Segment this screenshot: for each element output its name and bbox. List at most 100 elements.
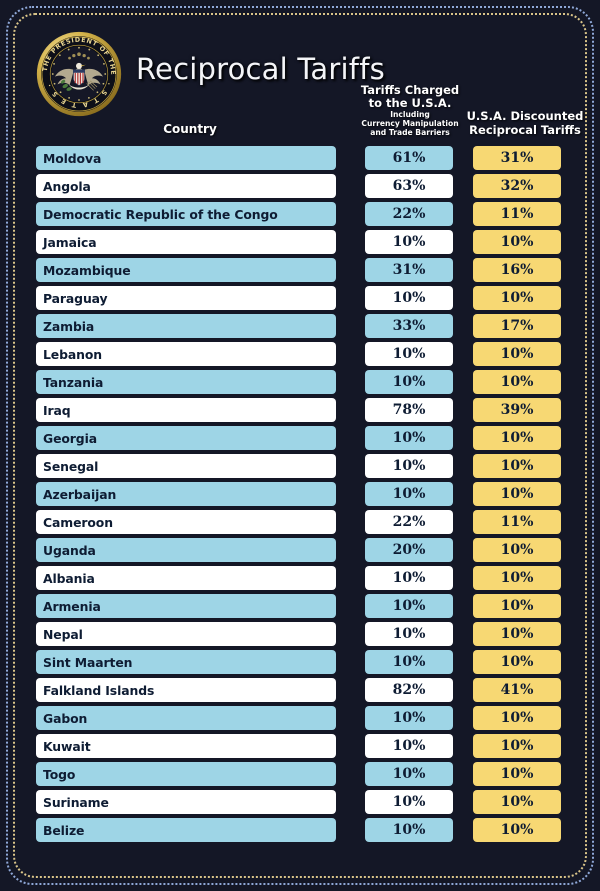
cell-tariff-charged: 10%: [365, 762, 453, 786]
column-header-tariffs-charged: Tariffs Charged to the U.S.A. Including …: [355, 83, 465, 138]
cell-country: Gabon: [36, 706, 336, 730]
cell-country: Uganda: [36, 538, 336, 562]
cell-country: Jamaica: [36, 230, 336, 254]
table-row: Uganda 20% 10%: [0, 537, 600, 565]
cell-tariff-charged: 10%: [365, 342, 453, 366]
charged-header-sub2: Currency Manipulation: [361, 119, 459, 128]
cell-tariff-charged: 22%: [365, 510, 453, 534]
cell-country: Tanzania: [36, 370, 336, 394]
cell-country: Azerbaijan: [36, 482, 336, 506]
discounted-header-line2: Reciprocal Tariffs: [469, 122, 581, 137]
table-row: Armenia 10% 10%: [0, 593, 600, 621]
cell-tariff-charged: 78%: [365, 398, 453, 422]
cell-discounted-tariff: 10%: [473, 706, 561, 730]
cell-tariff-charged: 20%: [365, 538, 453, 562]
cell-discounted-tariff: 10%: [473, 622, 561, 646]
cell-country: Democratic Republic of the Congo: [36, 202, 336, 226]
cell-country: Armenia: [36, 594, 336, 618]
table-row: Nepal 10% 10%: [0, 621, 600, 649]
table-row: Lebanon 10% 10%: [0, 341, 600, 369]
cell-country: Cameroon: [36, 510, 336, 534]
cell-discounted-tariff: 10%: [473, 482, 561, 506]
cell-discounted-tariff: 10%: [473, 594, 561, 618]
table-row: Togo 10% 10%: [0, 761, 600, 789]
table-row: Senegal 10% 10%: [0, 453, 600, 481]
cell-tariff-charged: 10%: [365, 594, 453, 618]
cell-discounted-tariff: 11%: [473, 510, 561, 534]
table-row: Angola 63% 32%: [0, 173, 600, 201]
cell-discounted-tariff: 10%: [473, 230, 561, 254]
cell-discounted-tariff: 17%: [473, 314, 561, 338]
table-row: Democratic Republic of the Congo 22% 11%: [0, 201, 600, 229]
cell-tariff-charged: 10%: [365, 230, 453, 254]
cell-tariff-charged: 10%: [365, 454, 453, 478]
table-row: Mozambique 31% 16%: [0, 257, 600, 285]
cell-discounted-tariff: 31%: [473, 146, 561, 170]
cell-tariff-charged: 82%: [365, 678, 453, 702]
charged-header-sub3: and Trade Barriers: [370, 128, 450, 137]
charged-header-line1: Tariffs Charged: [360, 83, 460, 97]
cell-discounted-tariff: 10%: [473, 454, 561, 478]
discounted-header-line1: U.S.A. Discounted: [466, 109, 584, 123]
cell-discounted-tariff: 10%: [473, 734, 561, 758]
table-row: Falkland Islands 82% 41%: [0, 677, 600, 705]
charged-header-sub1: Including: [390, 110, 430, 119]
table-row: Sint Maarten 10% 10%: [0, 649, 600, 677]
cell-tariff-charged: 61%: [365, 146, 453, 170]
cell-country: Iraq: [36, 398, 336, 422]
cell-discounted-tariff: 10%: [473, 650, 561, 674]
table-row: Paraguay 10% 10%: [0, 285, 600, 313]
table-row: Moldova 61% 31%: [0, 145, 600, 173]
table-row: Gabon 10% 10%: [0, 705, 600, 733]
cell-tariff-charged: 10%: [365, 818, 453, 842]
cell-country: Zambia: [36, 314, 336, 338]
tariffs-table: Moldova 61% 31% Angola 63% 32% Democratic Repu…: [0, 145, 600, 845]
table-row: Albania 10% 10%: [0, 565, 600, 593]
cell-tariff-charged: 10%: [365, 706, 453, 730]
table-row: Iraq 78% 39%: [0, 397, 600, 425]
cell-discounted-tariff: 16%: [473, 258, 561, 282]
cell-country: Kuwait: [36, 734, 336, 758]
cell-country: Belize: [36, 818, 336, 842]
cell-discounted-tariff: 10%: [473, 762, 561, 786]
cell-tariff-charged: 10%: [365, 734, 453, 758]
cell-tariff-charged: 10%: [365, 286, 453, 310]
cell-country: Mozambique: [36, 258, 336, 282]
table-row: Suriname 10% 10%: [0, 789, 600, 817]
cell-country: Nepal: [36, 622, 336, 646]
cell-discounted-tariff: 11%: [473, 202, 561, 226]
table-row: Belize 10% 10%: [0, 817, 600, 845]
cell-country: Sint Maarten: [36, 650, 336, 674]
cell-discounted-tariff: 10%: [473, 790, 561, 814]
cell-discounted-tariff: 10%: [473, 370, 561, 394]
cell-tariff-charged: 10%: [365, 790, 453, 814]
cell-tariff-charged: 10%: [365, 370, 453, 394]
cell-country: Falkland Islands: [36, 678, 336, 702]
cell-tariff-charged: 10%: [365, 650, 453, 674]
cell-country: Georgia: [36, 426, 336, 450]
column-header-country: Country: [163, 122, 217, 136]
cell-country: Moldova: [36, 146, 336, 170]
cell-tariff-charged: 33%: [365, 314, 453, 338]
cell-tariff-charged: 10%: [365, 482, 453, 506]
cell-tariff-charged: 31%: [365, 258, 453, 282]
cell-tariff-charged: 10%: [365, 566, 453, 590]
cell-discounted-tariff: 32%: [473, 174, 561, 198]
cell-discounted-tariff: 10%: [473, 342, 561, 366]
cell-discounted-tariff: 10%: [473, 566, 561, 590]
cell-country: Lebanon: [36, 342, 336, 366]
table-row: Zambia 33% 17%: [0, 313, 600, 341]
cell-discounted-tariff: 10%: [473, 538, 561, 562]
cell-tariff-charged: 63%: [365, 174, 453, 198]
charged-header-line2: to the U.S.A.: [368, 96, 452, 110]
table-row: Jamaica 10% 10%: [0, 229, 600, 257]
cell-discounted-tariff: 10%: [473, 818, 561, 842]
cell-country: Togo: [36, 762, 336, 786]
cell-tariff-charged: 10%: [365, 622, 453, 646]
cell-country: Angola: [36, 174, 336, 198]
cell-tariff-charged: 22%: [365, 202, 453, 226]
page-title: Reciprocal Tariffs: [136, 52, 385, 86]
cell-tariff-charged: 10%: [365, 426, 453, 450]
cell-country: Senegal: [36, 454, 336, 478]
